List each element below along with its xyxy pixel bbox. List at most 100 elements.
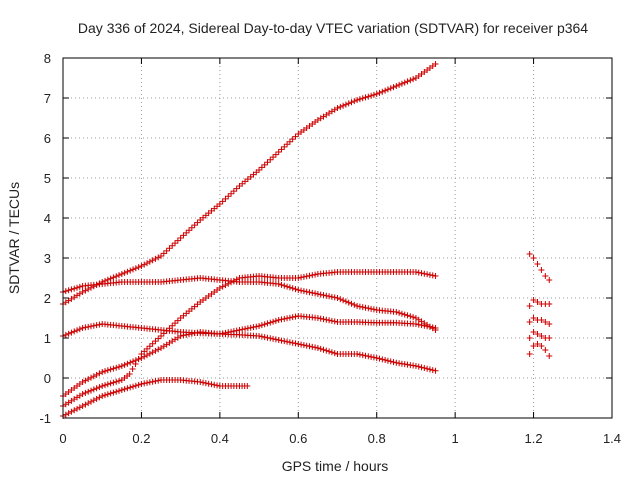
data-point bbox=[258, 322, 265, 329]
data-point bbox=[244, 325, 251, 332]
data-point bbox=[216, 331, 223, 337]
data-point bbox=[180, 332, 187, 339]
data-point bbox=[116, 377, 123, 384]
data-point bbox=[538, 343, 545, 349]
data-point bbox=[289, 339, 296, 346]
data-point bbox=[370, 354, 377, 361]
data-point bbox=[345, 100, 352, 107]
data-point bbox=[93, 371, 100, 378]
data-point bbox=[356, 303, 363, 310]
data-point bbox=[275, 281, 282, 287]
data-point bbox=[202, 380, 209, 387]
data-point bbox=[222, 195, 229, 202]
data-point bbox=[160, 250, 167, 257]
data-point bbox=[124, 360, 131, 367]
data-point bbox=[132, 265, 139, 272]
series-s8 bbox=[526, 297, 553, 309]
data-point bbox=[113, 273, 120, 280]
ticks-layer: 0 0.2 0.4 0.6 0.8 1 1.2 1.4 -1 0 1 2 3 4 5 6 7 8 bbox=[39, 51, 621, 446]
data-point bbox=[233, 327, 240, 334]
data-point bbox=[253, 323, 260, 330]
data-point bbox=[334, 295, 341, 301]
data-point bbox=[163, 247, 170, 254]
data-point bbox=[110, 365, 117, 372]
data-point bbox=[135, 264, 142, 271]
series-s10 bbox=[526, 329, 553, 341]
data-point bbox=[298, 274, 305, 281]
data-point bbox=[68, 286, 75, 293]
x-tick-label: 0.8 bbox=[368, 431, 386, 446]
data-point bbox=[292, 313, 299, 320]
series-s9 bbox=[526, 315, 553, 327]
data-point bbox=[530, 343, 537, 349]
data-point bbox=[404, 78, 411, 85]
data-point bbox=[244, 383, 251, 389]
data-point bbox=[370, 91, 377, 98]
data-point bbox=[356, 351, 363, 358]
data-point bbox=[85, 400, 92, 407]
data-point bbox=[138, 351, 145, 357]
series-s6 bbox=[60, 377, 251, 419]
data-point bbox=[534, 331, 541, 337]
data-point bbox=[65, 287, 72, 294]
series-s11 bbox=[526, 341, 553, 359]
data-point bbox=[546, 321, 553, 327]
x-tick-label: 0.6 bbox=[289, 431, 307, 446]
data-point bbox=[79, 379, 86, 385]
data-point bbox=[300, 273, 307, 280]
data-point bbox=[351, 301, 358, 308]
data-point bbox=[68, 408, 75, 415]
data-point bbox=[88, 323, 95, 330]
x-tick-label: 0.2 bbox=[132, 431, 150, 446]
data-point bbox=[542, 273, 549, 279]
data-point bbox=[188, 330, 195, 337]
data-point bbox=[396, 81, 403, 88]
y-tick-label: -1 bbox=[39, 411, 51, 426]
data-point bbox=[312, 271, 319, 278]
data-point bbox=[152, 378, 159, 385]
data-point bbox=[88, 387, 95, 394]
data-point bbox=[261, 334, 268, 341]
data-point bbox=[68, 329, 75, 336]
data-point bbox=[314, 315, 321, 321]
data-point bbox=[267, 335, 274, 342]
data-point bbox=[379, 356, 386, 363]
data-point bbox=[281, 143, 288, 150]
data-point bbox=[149, 340, 156, 347]
data-point bbox=[331, 350, 338, 357]
y-tick-label: 6 bbox=[44, 131, 51, 146]
data-point bbox=[166, 325, 173, 332]
data-point bbox=[534, 341, 541, 347]
data-point bbox=[309, 289, 316, 296]
data-point bbox=[272, 336, 279, 343]
data-point bbox=[230, 328, 237, 335]
data-point bbox=[306, 289, 313, 296]
data-point bbox=[286, 138, 293, 145]
data-point bbox=[144, 379, 151, 386]
data-point bbox=[298, 341, 305, 348]
data-point bbox=[141, 348, 148, 355]
data-point bbox=[71, 328, 78, 335]
data-point bbox=[242, 325, 249, 332]
data-point bbox=[177, 235, 184, 241]
data-point bbox=[365, 93, 372, 100]
data-point bbox=[272, 317, 279, 324]
data-point bbox=[309, 343, 316, 350]
data-point bbox=[88, 374, 95, 381]
grid-layer bbox=[63, 58, 612, 418]
data-point bbox=[284, 141, 291, 148]
data-point bbox=[200, 379, 207, 386]
data-point bbox=[278, 281, 285, 288]
data-point bbox=[328, 293, 335, 300]
data-point bbox=[261, 161, 268, 168]
data-point bbox=[292, 286, 299, 293]
data-point bbox=[281, 315, 288, 322]
data-point bbox=[219, 330, 226, 337]
data-point bbox=[286, 339, 293, 346]
data-point bbox=[65, 330, 72, 337]
data-point bbox=[121, 361, 128, 368]
x-tick-label: 0 bbox=[59, 431, 66, 446]
data-point bbox=[275, 337, 282, 343]
data-point bbox=[337, 103, 344, 110]
data-point bbox=[306, 272, 313, 279]
